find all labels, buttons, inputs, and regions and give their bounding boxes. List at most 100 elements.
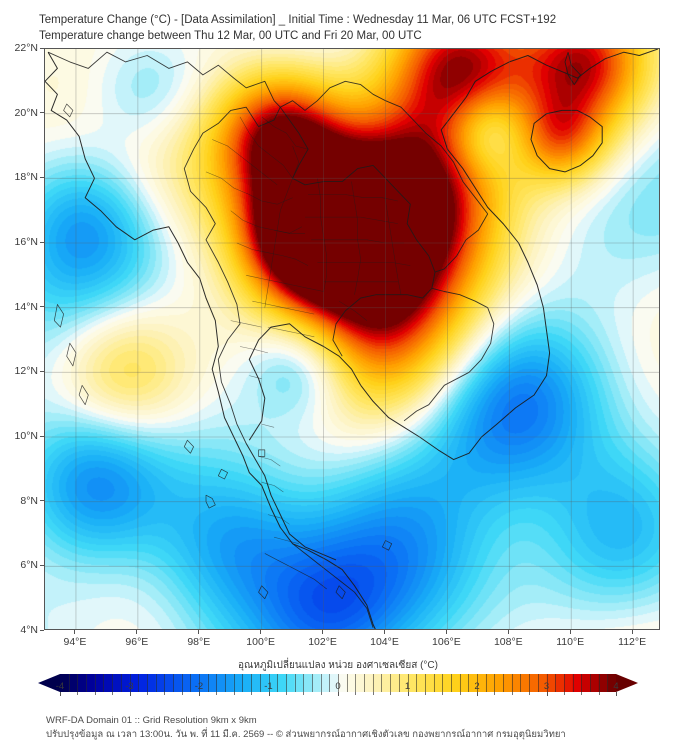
x-axis-tick-label: 112°E [618,636,647,648]
colorbar-tick-minor [251,692,253,695]
footer: WRF-DA Domain 01 :: Grid Resolution 9km … [46,714,666,742]
colorbar-tick-minor [529,692,531,695]
x-axis-tick-label: 110°E [556,636,585,648]
colorbar-tick-minor [181,692,183,695]
colorbar-segment-divider [277,674,279,692]
colorbar-tick-minor [598,692,600,695]
temperature-anomaly-field [45,49,659,629]
title-line-1: Temperature Change (°C) - [Data Assimila… [39,14,557,26]
colorbar-tick-minor [77,692,79,695]
y-axis-tick [40,629,44,631]
latlon-gridlines [45,49,659,629]
y-axis-tick [40,435,44,437]
colorbar-segment-divider [563,674,565,692]
colorbar-tick-minor [94,692,96,695]
map-plot-area[interactable] [44,48,660,630]
y-axis-tick [40,47,44,49]
colorbar-tick-label: 3 [543,681,550,692]
colorbar-segment-divider [259,674,261,692]
x-axis-tick [631,630,633,634]
colorbar-segment-divider [120,674,122,692]
colorbar-segment-divider [86,674,88,692]
colorbar-segment-divider [433,674,435,692]
colorbar-tick-major [546,692,548,696]
y-axis-tick [40,564,44,566]
colorbar-segment-divider [598,674,600,692]
colorbar-segment-divider [155,674,157,692]
colorbar-tick-major [268,692,270,696]
x-axis-tick [136,630,138,634]
colorbar-segment-divider [581,674,583,692]
colorbar-tick-label: 4 [613,681,619,692]
colorbar-tick-minor [303,692,305,695]
colorbar-segment-divider [251,674,253,692]
colorbar-segment-divider [572,674,574,692]
x-axis-tick [507,630,509,634]
x-axis-tick-label: 102°E [308,636,337,648]
colorbar-segment-divider [398,674,400,692]
colorbar-segment-divider [511,674,513,692]
y-axis-tick-label: 4°N [20,624,38,636]
colorbar-tick-minor [424,692,426,695]
colorbar-segment-divider [416,674,418,692]
colorbar-tick-minor [372,692,374,695]
y-axis-tick [40,241,44,243]
colorbar-tick-minor [511,692,513,695]
x-axis-tick [322,630,324,634]
colorbar-tick-major [129,692,131,696]
colorbar[interactable] [38,674,638,692]
colorbar-tick-label: -3 [125,681,134,692]
coastline-border-overlay [45,49,659,629]
colorbar-segment-divider [112,674,114,692]
colorbar-segment-divider [233,674,235,692]
colorbar-segment-divider [129,674,131,692]
colorbar-block: อุณหภูมิเปลี่ยนแปลง หน่วย องศาเซลเซียส (… [0,658,676,706]
colorbar-tick-minor [164,692,166,695]
colorbar-tick-minor [146,692,148,695]
y-axis-tick-label: 12°N [14,365,38,378]
colorbar-segment-divider [485,674,487,692]
colorbar-tick-major [199,692,200,696]
colorbar-segment-divider [607,674,609,692]
colorbar-segment-divider [207,674,209,692]
colorbar-tick-major [477,692,478,696]
x-axis-tick-label: 98°E [187,636,211,648]
colorbar-segment-divider [537,674,539,692]
colorbar-tick-label: -1 [264,681,273,692]
colorbar-segment-divider [77,674,79,692]
colorbar-segment-divider [407,674,409,692]
colorbar-segment-divider [199,674,200,692]
x-axis-tick [74,630,76,634]
colorbar-segment-divider [190,674,192,692]
colorbar-tick-minor [216,692,218,695]
y-axis-tick-label: 22°N [14,42,38,54]
colorbar-segment-divider [555,674,557,692]
colorbar-segment-divider [546,674,548,692]
x-axis-tick [260,630,262,634]
title-block: Temperature Change (°C) - [Data Assimila… [39,12,659,44]
colorbar-tick-minor [563,692,565,695]
y-axis-tick-label: 8°N [20,494,38,507]
colorbar-segment-divider [372,674,374,692]
colorbar-segment-divider [94,674,96,692]
y-axis-tick [40,112,44,114]
colorbar-tick-major [616,692,617,696]
colorbar-segment-divider [329,674,331,692]
x-axis-tick [384,630,385,634]
x-axis-tick [445,630,447,634]
y-axis-tick [40,306,44,308]
colorbar-segment-divider [311,674,313,692]
colorbar-tick-minor [442,692,444,695]
colorbar-segment-divider [450,674,452,692]
colorbar-segment-divider [68,674,70,692]
y-axis-tick [40,370,44,372]
colorbar-segment-divider [442,674,444,692]
y-axis-tick-label: 16°N [14,236,38,248]
colorbar-tick-minor [285,692,287,695]
colorbar-title: อุณหภูมิเปลี่ยนแปลง หน่วย องศาเซลเซียส (… [238,660,438,671]
colorbar-tick-minor [581,692,583,695]
colorbar-tick-minor [233,692,235,695]
colorbar-segment-divider [103,674,105,692]
colorbar-segment-divider [459,674,461,692]
colorbar-tick-minor [459,692,461,695]
